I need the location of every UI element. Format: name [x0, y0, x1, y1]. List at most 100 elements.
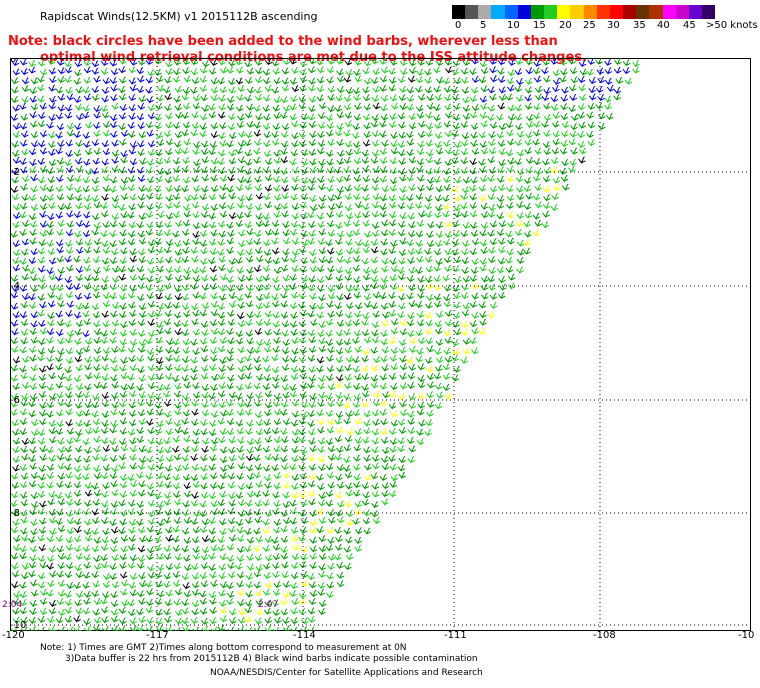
wind-barb: [280, 525, 289, 533]
wind-barb: [120, 356, 128, 365]
wind-barb: [390, 282, 398, 291]
wind-barb: [119, 138, 127, 146]
wind-barb: [29, 158, 37, 167]
wind-barb: [64, 158, 72, 167]
wind-barb: [109, 283, 118, 291]
wind-barb: [443, 329, 452, 337]
wind-barb: [110, 508, 118, 516]
wind-barb: [317, 147, 325, 155]
wind-barb: [183, 75, 192, 83]
wind-barb: [264, 535, 273, 544]
wind-barb: [289, 499, 297, 507]
wind-barb: [218, 518, 227, 526]
wind-barb: [209, 166, 218, 174]
wind-barb: [111, 381, 120, 389]
wind-barb: [255, 428, 264, 436]
footer-credit: NOAA/NESDIS/Center for Satellite Applica…: [210, 668, 483, 678]
wind-barb: [470, 139, 478, 148]
wind-barb: [281, 84, 290, 92]
wind-barb: [201, 391, 210, 399]
wind-barb: [461, 309, 470, 317]
wind-barb: [101, 86, 110, 95]
wind-barb: [199, 525, 208, 534]
wind-barb: [218, 390, 226, 398]
wind-barb: [200, 491, 209, 499]
wind-barb: [388, 291, 396, 300]
wind-barb: [336, 75, 345, 83]
wind-barb: [19, 211, 27, 219]
wind-barb: [290, 581, 298, 590]
wind-barb: [218, 132, 226, 140]
wind-barb: [506, 248, 515, 256]
wind-barb: [307, 454, 316, 462]
wind-barb: [417, 275, 425, 284]
wind-barb: [325, 392, 334, 401]
wind-barb: [281, 255, 289, 263]
wind-barb: [136, 113, 145, 121]
wind-barb: [73, 581, 81, 590]
wind-barb: [488, 283, 496, 291]
wind-barb: [317, 581, 326, 590]
wind-barb: [136, 590, 145, 598]
wind-barb: [253, 310, 262, 319]
wind-barb: [48, 202, 56, 210]
wind-barb: [75, 302, 84, 311]
wind-barb: [397, 418, 406, 426]
wind-barb: [200, 147, 209, 156]
wind-barb: [569, 158, 577, 167]
wind-barb: [56, 319, 65, 327]
wind-barb: [487, 210, 496, 218]
wind-barb: [93, 75, 101, 83]
wind-barb: [193, 165, 201, 174]
wind-barb: [163, 552, 172, 561]
wind-barb: [309, 194, 317, 203]
wind-barb: [138, 455, 147, 464]
wind-barb: [183, 554, 191, 562]
wind-barb: [471, 347, 479, 355]
wind-barb: [569, 84, 577, 92]
wind-barb: [425, 319, 434, 327]
wind-barb: [29, 545, 38, 553]
wind-barb: [489, 238, 498, 246]
wind-barb: [552, 77, 561, 86]
wind-barb: [145, 472, 154, 480]
wind-barb: [254, 58, 263, 66]
wind-barb: [577, 111, 586, 120]
wind-barb: [488, 139, 496, 147]
wind-barb: [29, 95, 38, 103]
wind-barb: [426, 93, 435, 102]
wind-barb: [570, 76, 579, 84]
wind-barb: [335, 237, 343, 246]
wind-barb: [111, 212, 120, 221]
wind-barb: [48, 273, 57, 281]
wind-barb: [436, 391, 444, 399]
wind-barb: [345, 509, 354, 518]
wind-barb: [163, 390, 171, 398]
wind-barb: [39, 500, 47, 508]
wind-barb: [111, 195, 120, 203]
wind-barb: [461, 257, 470, 265]
wind-barb: [433, 275, 442, 283]
wind-barb: [128, 581, 137, 590]
wind-barb: [47, 291, 56, 299]
wind-barb: [487, 113, 495, 122]
wind-barb: [11, 491, 19, 499]
wind-barb: [119, 302, 128, 311]
wind-barb: [496, 228, 505, 237]
wind-barb: [318, 491, 327, 500]
wind-barb: [21, 77, 30, 85]
wind-barb: [598, 112, 606, 120]
wind-barb: [174, 85, 183, 94]
wind-barb: [272, 562, 280, 570]
wind-barb: [101, 536, 110, 544]
wind-barb: [91, 139, 100, 147]
wind-barb: [307, 480, 316, 488]
wind-barb: [64, 320, 72, 328]
wind-barb: [93, 147, 102, 156]
wind-barb: [191, 588, 200, 597]
wind-barb: [470, 131, 478, 139]
wind-barb: [560, 102, 568, 111]
wind-barb: [56, 239, 64, 247]
wind-barb: [298, 319, 307, 328]
wind-barb: [280, 147, 288, 156]
